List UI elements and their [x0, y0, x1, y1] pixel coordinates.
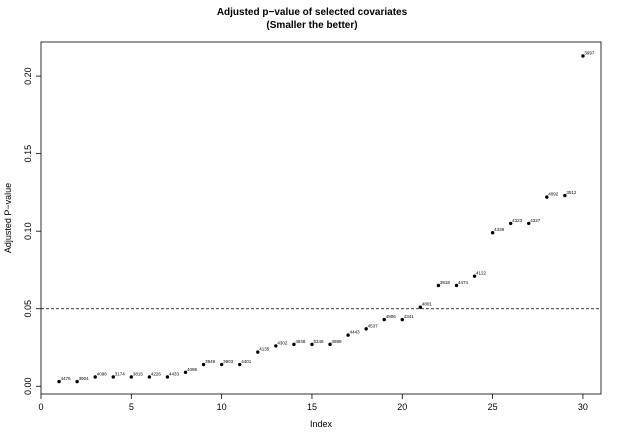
chart-title: Adjusted p−value of selected covariates — [217, 7, 408, 18]
point-label: 4226 — [151, 371, 162, 376]
point-label: 4341 — [404, 314, 415, 319]
point-label: 3174 — [115, 371, 126, 376]
point-label: 3989 — [332, 339, 343, 344]
point-label: 4339 — [494, 227, 505, 232]
data-point — [328, 342, 332, 347]
data-point — [472, 274, 477, 278]
plot-frame — [40, 41, 602, 395]
data-point — [183, 370, 188, 374]
point-label: 4135 — [259, 347, 270, 352]
point-label: 4848 — [295, 339, 306, 344]
data-point — [147, 375, 152, 379]
point-label: 3815 — [133, 371, 144, 376]
point-label: 3903 — [223, 359, 234, 364]
y-tick-label: 0.05 — [23, 300, 33, 318]
data-point — [75, 379, 79, 384]
point-label: 4443 — [350, 330, 361, 335]
point-label: 3918 — [440, 280, 451, 285]
point-label: 3512 — [566, 190, 577, 195]
data-point — [165, 375, 170, 379]
point-label: 3904 — [79, 376, 90, 381]
data-point — [581, 54, 585, 58]
point-label: 4122 — [476, 271, 487, 276]
point-label: 4806 — [386, 314, 397, 319]
x-axis-label: Index — [310, 419, 333, 429]
data-point — [274, 344, 278, 348]
y-axis-label: Adjusted P−value — [3, 183, 13, 253]
point-label: 3949 — [205, 359, 216, 364]
point-label: 4537 — [368, 323, 379, 328]
data-point — [382, 317, 386, 322]
y-tick-label: 0.10 — [23, 222, 33, 240]
point-label: 4433 — [169, 371, 180, 376]
x-tick-label: 5 — [129, 402, 134, 412]
point-label: 3997 — [584, 50, 595, 55]
point-label: 4092 — [548, 192, 559, 197]
x-tick-label: 15 — [307, 402, 317, 412]
data-points: 4476 3904 4098 3174 3815 4226 4433 4099 3949 3903… — [57, 50, 595, 384]
x-tick-label: 10 — [217, 402, 227, 412]
data-point — [545, 195, 549, 199]
point-label: 4323 — [512, 218, 523, 223]
chart-subtitle: (Smaller the better) — [266, 20, 357, 31]
point-label: 4099 — [187, 367, 198, 372]
y-tick-label: 0.15 — [23, 145, 33, 163]
point-label: 4801 — [422, 302, 433, 307]
data-point — [219, 362, 224, 367]
data-point — [563, 193, 567, 198]
data-point — [346, 333, 350, 337]
data-point — [129, 375, 134, 379]
data-point — [364, 327, 368, 331]
data-point — [238, 362, 242, 367]
data-point — [400, 317, 404, 322]
point-label: 4327 — [530, 218, 541, 223]
data-point — [256, 350, 260, 354]
data-point — [93, 375, 97, 379]
point-label: 4476 — [61, 376, 72, 381]
x-tick-label: 25 — [488, 402, 498, 412]
data-point — [292, 342, 296, 347]
y-tick-label: 0.00 — [23, 377, 33, 395]
data-point — [418, 305, 423, 309]
data-point — [527, 221, 531, 226]
data-point — [310, 342, 314, 347]
point-label: 4302 — [277, 340, 288, 345]
x-axis: 0 5 10 15 20 25 30 — [38, 394, 588, 412]
data-point — [201, 362, 206, 367]
y-axis: 0.00 0.05 0.10 0.15 0.20 — [23, 67, 41, 395]
data-point — [490, 231, 495, 235]
data-point — [508, 221, 513, 226]
point-label: 4401 — [241, 359, 252, 364]
data-point — [57, 379, 61, 384]
data-point — [436, 283, 441, 288]
x-tick-label: 20 — [397, 402, 407, 412]
point-label: 4098 — [97, 371, 108, 376]
x-tick-label: 30 — [578, 402, 588, 412]
point-label: 4474 — [458, 280, 469, 285]
data-point — [454, 283, 459, 288]
x-tick-label: 0 — [38, 402, 43, 412]
point-label: 5349 — [313, 339, 324, 344]
data-point — [111, 375, 115, 379]
y-tick-label: 0.20 — [23, 67, 33, 85]
